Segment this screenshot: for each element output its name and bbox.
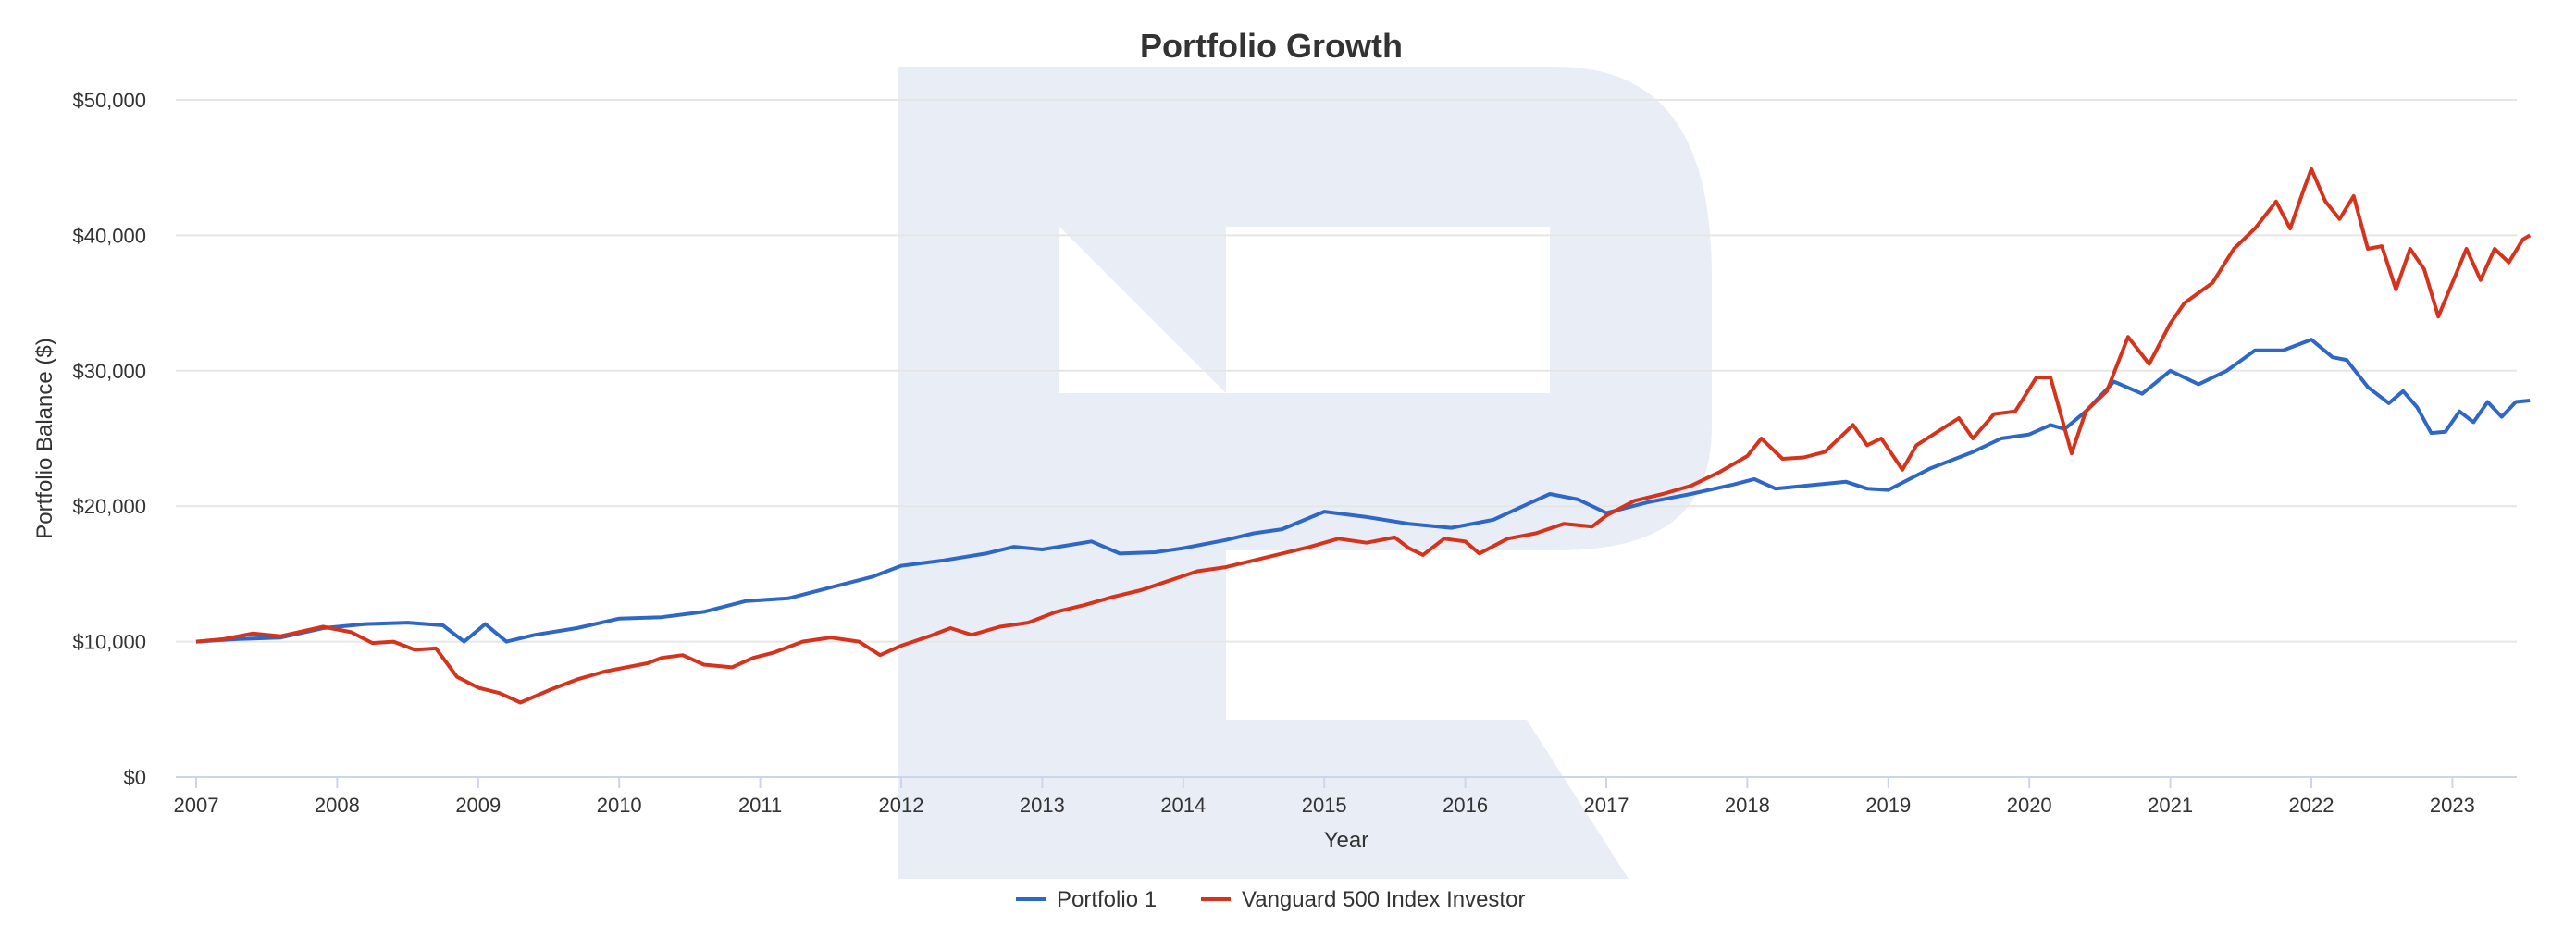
- legend-item-1[interactable]: Portfolio 1: [1016, 887, 1157, 912]
- y-tick-label: $50,000: [72, 89, 146, 112]
- series-line-1: [195, 338, 2531, 644]
- y-axis-label: Portfolio Balance ($): [32, 338, 57, 538]
- x-axis-label: Year: [1324, 828, 1369, 853]
- watermark-logo: [898, 67, 1712, 879]
- x-axis: 2007 2008 2009 2010 2011 2012 2013 2014 2015 2016…: [174, 777, 2475, 817]
- grid-lines: [176, 99, 2517, 778]
- x-tick-label: 2019: [1865, 794, 1911, 817]
- x-tick-label: 2009: [455, 794, 501, 817]
- x-tick-label: 2015: [1302, 794, 1347, 817]
- x-tick-label: 2023: [2430, 794, 2475, 817]
- x-tick-label: 2020: [2007, 794, 2052, 817]
- x-tick-label: 2016: [1443, 794, 1488, 817]
- x-tick-label: 2013: [1020, 794, 1065, 817]
- x-tick-label: 2007: [174, 794, 219, 817]
- legend[interactable]: Portfolio 1 Vanguard 500 Index Investor: [1016, 887, 1525, 912]
- y-tick-label: $30,000: [72, 360, 146, 383]
- chart-title: Portfolio Growth: [1140, 27, 1403, 65]
- series-line-2: [195, 167, 2532, 705]
- series-lines: [195, 167, 2532, 705]
- y-tick-label: $0: [124, 766, 146, 789]
- legend-label: Vanguard 500 Index Investor: [1242, 887, 1525, 912]
- x-tick-label: 2010: [597, 794, 642, 817]
- x-tick-label: 2021: [2148, 794, 2193, 817]
- legend-label: Portfolio 1: [1057, 887, 1157, 912]
- x-tick-label: 2022: [2289, 794, 2334, 817]
- y-tick-label: $40,000: [72, 224, 146, 247]
- x-tick-label: 2012: [879, 794, 924, 817]
- y-tick-label: $20,000: [72, 495, 146, 518]
- y-tick-label: $10,000: [72, 631, 146, 654]
- x-tick-label: 2018: [1725, 794, 1770, 817]
- x-tick-label: 2011: [738, 794, 782, 817]
- legend-item-2[interactable]: Vanguard 500 Index Investor: [1201, 887, 1525, 912]
- y-axis: $0 $10,000 $20,000 $30,000 $40,000 $50,000: [72, 89, 146, 789]
- x-tick-label: 2017: [1584, 794, 1629, 817]
- x-tick-label: 2008: [315, 794, 360, 817]
- x-tick-label: 2014: [1160, 794, 1206, 817]
